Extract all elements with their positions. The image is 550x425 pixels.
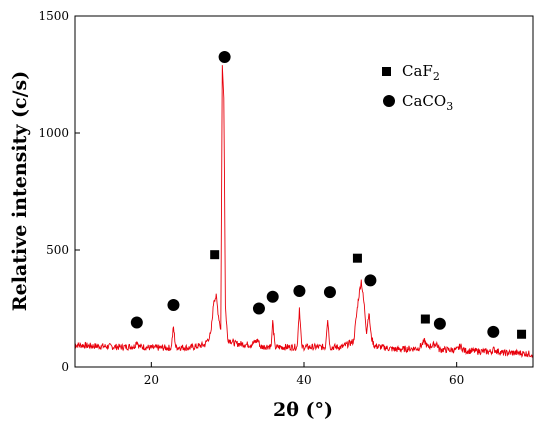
caco3-peak-marker — [218, 50, 231, 63]
x-tick-label: 40 — [296, 373, 311, 387]
caco3-peak-marker — [167, 298, 180, 311]
legend-square-marker — [382, 67, 391, 76]
caco3-peak-marker — [293, 284, 306, 297]
axes — [74, 15, 534, 368]
caco3-peak-marker — [487, 325, 500, 338]
caco3-peak-marker — [252, 302, 265, 315]
series-line-0 — [74, 65, 534, 359]
x-tick-label: 20 — [144, 373, 159, 387]
y-tick-label: 1500 — [38, 9, 69, 23]
y-axis-label: Relative intensity (c/s) — [9, 71, 31, 311]
x-axis-label: 2θ (°) — [273, 399, 333, 421]
peak-markers — [130, 50, 527, 339]
caco3-peak-marker — [323, 286, 336, 299]
caco3-peak-marker — [266, 290, 279, 303]
y-tick-label: 500 — [46, 243, 69, 257]
caf2-peak-marker — [517, 329, 527, 339]
legend-label-caco3: CaCO3 — [402, 92, 453, 113]
y-tick-label: 0 — [61, 360, 69, 374]
x-tick-label: 60 — [449, 373, 464, 387]
caf2-peak-marker — [210, 250, 220, 260]
caco3-peak-marker — [130, 316, 143, 329]
caco3-peak-marker — [364, 274, 377, 287]
legend-circle-marker — [383, 95, 395, 107]
legend: CaF2 CaCO3 — [382, 62, 453, 113]
tick-labels: 20 40 60 0 500 1000 1500 — [38, 9, 464, 387]
caf2-peak-marker — [352, 253, 362, 263]
plot-frame — [74, 15, 534, 368]
y-tick-label: 1000 — [38, 126, 69, 140]
caf2-peak-marker — [420, 314, 430, 324]
plot-area — [74, 65, 534, 359]
legend-label-caf2: CaF2 — [402, 62, 440, 83]
caco3-peak-marker — [433, 317, 446, 330]
